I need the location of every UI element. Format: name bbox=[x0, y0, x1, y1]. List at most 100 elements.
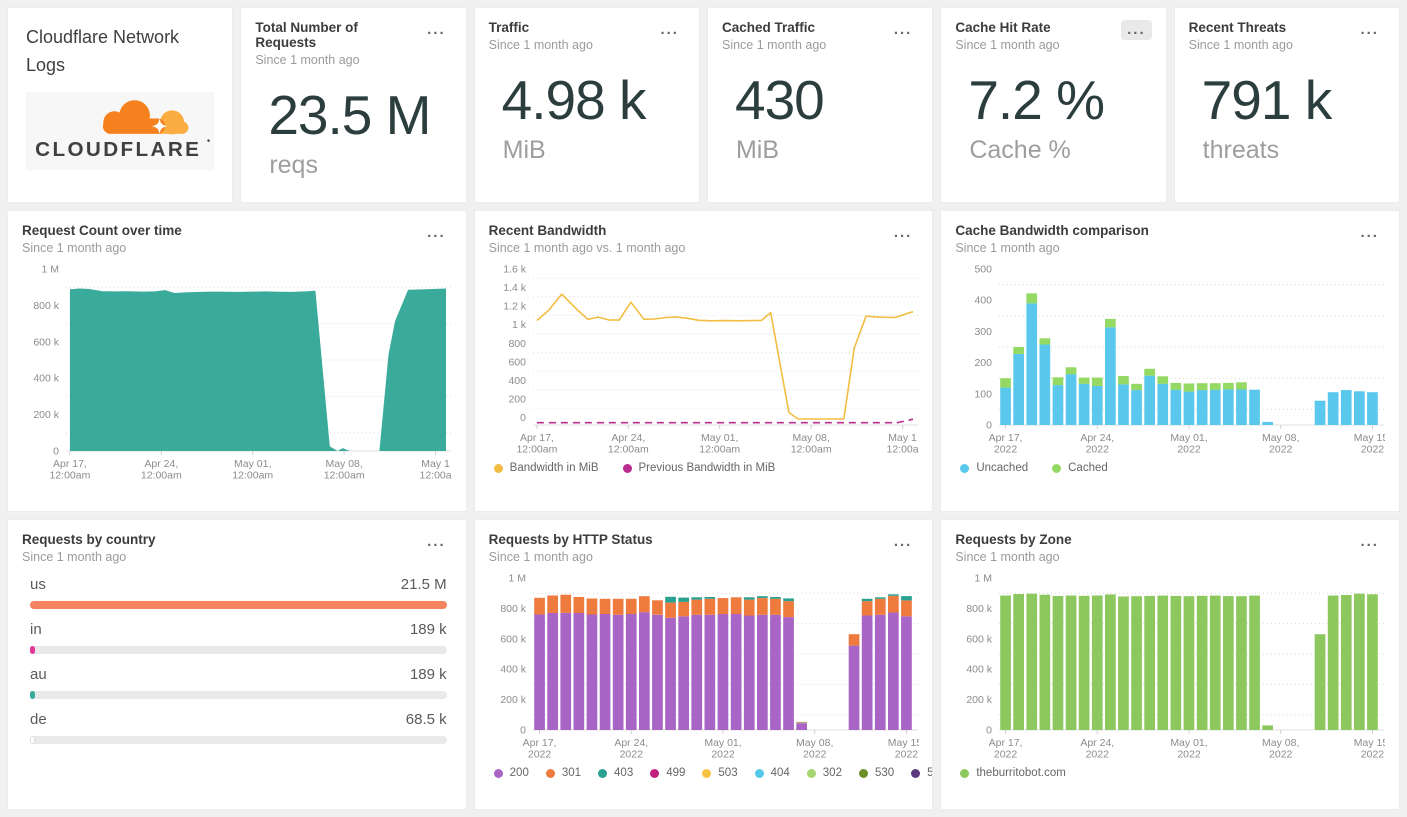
country-bar-track bbox=[30, 646, 447, 654]
bar-segment-403 bbox=[887, 594, 899, 596]
zone-chart[interactable]: 1 M 800 k 600 k 400 k 200 k 0 Apr 17, 2022 Apr 2… bbox=[955, 568, 1386, 764]
legend-item-Bandwidth in MiB[interactable]: Bandwidth in MiB bbox=[493, 462, 599, 474]
panel-cache-bandwidth-comparison: Cache Bandwidth comparison Since 1 month… bbox=[940, 210, 1400, 512]
legend-label: Uncached bbox=[976, 462, 1029, 474]
panel-title: Request Count over time bbox=[22, 223, 182, 238]
country-bar bbox=[30, 691, 35, 699]
legend-label: 200 bbox=[509, 767, 529, 779]
x-tick-label: May 08, bbox=[1262, 737, 1299, 749]
y-tick-label: 1 M bbox=[41, 264, 59, 276]
dashboard-title: Cloudflare Network Logs bbox=[26, 27, 180, 75]
bar-segment-Uncached bbox=[1262, 421, 1274, 425]
stat-unit: reqs bbox=[269, 151, 318, 179]
bar-segment-200 bbox=[848, 645, 860, 730]
x-tick-label: 2022 bbox=[803, 749, 827, 761]
legend-item-301[interactable]: 301 bbox=[545, 767, 581, 779]
panel-title: Requests by country bbox=[22, 532, 156, 547]
stat-unit: Cache % bbox=[969, 136, 1071, 164]
legend-item-503[interactable]: 503 bbox=[702, 767, 738, 779]
country-label: us bbox=[30, 576, 46, 593]
panel-menu-button[interactable]: ... bbox=[660, 21, 679, 38]
bar-segment-other bbox=[795, 721, 807, 724]
panel-recent-bandwidth: Recent Bandwidth Since 1 month ago vs. 1… bbox=[473, 210, 934, 512]
http-status-chart[interactable]: 1 M 800 k 600 k 400 k 200 k 0 Apr 17, 2022 Apr 2… bbox=[489, 568, 919, 764]
legend: 200301403499503404302530526524 bbox=[489, 767, 932, 779]
y-tick-label: 0 bbox=[986, 420, 992, 432]
legend-item-499[interactable]: 499 bbox=[650, 767, 685, 779]
country-bar bbox=[30, 646, 35, 654]
legend-item-526[interactable]: 526 bbox=[911, 767, 932, 779]
legend-dot bbox=[754, 768, 764, 778]
panel-menu-button[interactable]: ... bbox=[1360, 224, 1379, 241]
x-tick-label: Apr 17, bbox=[989, 432, 1023, 444]
panel-menu-button[interactable]: ... bbox=[893, 533, 913, 550]
cache-bandwidth-chart[interactable]: 500 400 300 200 100 0 Apr 17, 2022 Apr 24, 2022 Ma… bbox=[955, 259, 1386, 459]
legend-item-530[interactable]: 530 bbox=[858, 767, 894, 779]
bar-segment-Uncached bbox=[1236, 389, 1248, 425]
panel-requests-by-country: Requests by country Since 1 month ago ..… bbox=[7, 519, 467, 810]
x-tick-label: 2022 bbox=[1178, 749, 1202, 761]
bar-segment-Uncached bbox=[1000, 387, 1012, 425]
bar-segment-Uncached bbox=[1131, 390, 1143, 425]
y-tick-label: 1.4 k bbox=[503, 282, 527, 294]
bar-segment-301 bbox=[677, 601, 689, 617]
panel-menu-button[interactable]: ... bbox=[1360, 533, 1379, 550]
bar-segment-200 bbox=[769, 614, 781, 730]
stat-value: 23.5 M bbox=[268, 84, 431, 146]
panel-subtitle: Since 1 month ago bbox=[255, 53, 360, 67]
x-tick-label: Apr 24, bbox=[1081, 737, 1115, 749]
bar-segment-301 bbox=[848, 634, 860, 646]
bar-segment-200 bbox=[664, 617, 676, 730]
bar-segment-Uncached bbox=[1118, 384, 1130, 425]
panel-total-requests: Total Number of Requests Since 1 month a… bbox=[240, 7, 467, 203]
legend-dot bbox=[806, 768, 816, 778]
panel-menu-button[interactable]: ... bbox=[1121, 20, 1152, 40]
legend-dot bbox=[622, 463, 632, 473]
panel-menu-button[interactable]: ... bbox=[893, 21, 913, 38]
x-tick-label: May 08, bbox=[792, 432, 829, 444]
stat-value: 7.2 % bbox=[968, 69, 1105, 131]
legend-item-Uncached[interactable]: Uncached bbox=[960, 462, 1028, 474]
panel-menu-button[interactable]: ... bbox=[893, 224, 913, 241]
panel-menu-button[interactable]: ... bbox=[1360, 21, 1379, 38]
bar-segment-Cached bbox=[1210, 383, 1221, 390]
bar-segment-theburritobot.com bbox=[1367, 594, 1379, 730]
legend-label: 503 bbox=[718, 767, 738, 779]
legend-item-theburritobot.com[interactable]: theburritobot.com bbox=[960, 767, 1066, 779]
y-tick-label: 800 bbox=[508, 338, 526, 350]
bar-segment-200 bbox=[651, 614, 663, 730]
x-tick-label: May 08, bbox=[1262, 432, 1299, 444]
legend-dot bbox=[911, 768, 921, 778]
bar-segment-301 bbox=[664, 602, 676, 618]
bar-segment-Uncached bbox=[1315, 400, 1326, 425]
bar-segment-Cached bbox=[1144, 368, 1156, 376]
bar-segment-301 bbox=[546, 595, 558, 613]
y-tick-label: 800 k bbox=[500, 603, 526, 615]
bar-segment-200 bbox=[560, 613, 571, 730]
country-row-de: de 68.5 k bbox=[22, 711, 452, 744]
bar-segment-theburritobot.com bbox=[1144, 595, 1156, 730]
cloudflare-logo: CLOUDFLARE bbox=[26, 91, 215, 170]
panel-subtitle: Since 1 month ago bbox=[721, 38, 827, 52]
legend-label: 403 bbox=[614, 767, 634, 779]
legend-item-200[interactable]: 200 bbox=[493, 767, 529, 779]
panel-menu-button[interactable]: ... bbox=[427, 533, 446, 550]
request-count-chart[interactable]: 1 M 800 k 600 k 400 k 200 k 0 Apr 17, 12:00am Ap… bbox=[22, 259, 451, 485]
bar-segment-200 bbox=[861, 615, 873, 730]
panel-menu-button[interactable]: ... bbox=[427, 21, 446, 38]
legend-item-Previous Bandwidth in MiB[interactable]: Previous Bandwidth in MiB bbox=[622, 462, 775, 474]
bar-segment-theburritobot.com bbox=[1170, 595, 1182, 730]
x-tick-label: Apr 24, bbox=[611, 432, 645, 444]
line-series-Bandwidth in MiB bbox=[536, 293, 913, 420]
legend-item-Cached[interactable]: Cached bbox=[1052, 462, 1108, 474]
bar-segment-theburritobot.com bbox=[1131, 596, 1143, 730]
x-tick-label: 2022 bbox=[528, 749, 552, 761]
x-tick-label: 12:00am bbox=[232, 470, 273, 482]
bar-segment-200 bbox=[546, 613, 558, 730]
legend-item-404[interactable]: 404 bbox=[754, 767, 790, 779]
legend-item-302[interactable]: 302 bbox=[806, 767, 842, 779]
legend-item-403[interactable]: 403 bbox=[598, 767, 633, 779]
panel-menu-button[interactable]: ... bbox=[427, 224, 446, 241]
